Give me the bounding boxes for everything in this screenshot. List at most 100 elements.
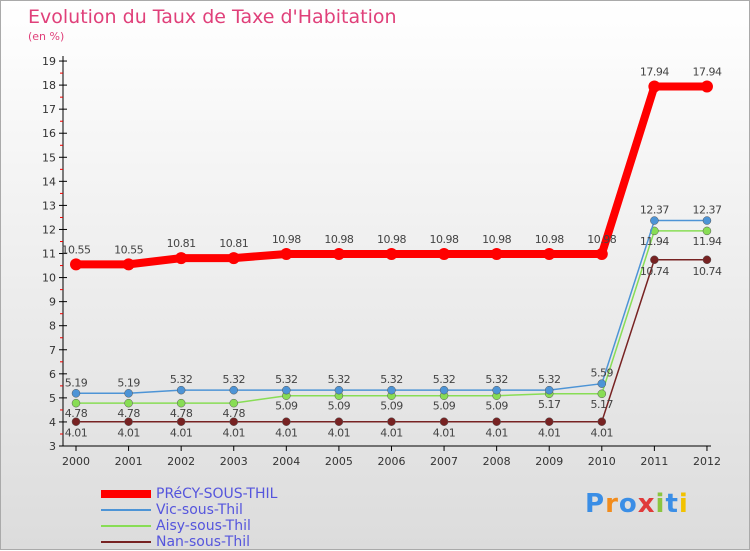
data-point bbox=[124, 398, 133, 408]
data-point bbox=[334, 385, 344, 395]
logo-letter: r bbox=[605, 489, 619, 519]
data-label: 4.78 bbox=[222, 407, 245, 420]
x-tick-label: 2011 bbox=[640, 455, 668, 468]
x-tick-label: 2012 bbox=[693, 455, 721, 468]
data-label: 4.01 bbox=[170, 427, 193, 440]
data-point bbox=[595, 248, 608, 261]
data-label: 10.98 bbox=[272, 233, 301, 246]
logo-letter: i bbox=[655, 489, 666, 519]
logo-letter: x bbox=[637, 489, 656, 519]
data-point bbox=[439, 417, 449, 426]
y-tick-label: 4 bbox=[49, 416, 56, 429]
data-label: 10.74 bbox=[692, 265, 721, 278]
data-label: 5.32 bbox=[170, 373, 193, 386]
y-tick-label: 8 bbox=[49, 320, 56, 333]
data-point bbox=[702, 226, 712, 236]
data-point bbox=[438, 248, 451, 261]
y-tick-label: 15 bbox=[42, 151, 56, 164]
data-point bbox=[387, 385, 396, 395]
legend-swatch bbox=[101, 541, 151, 543]
y-tick-label: 18 bbox=[42, 79, 56, 92]
logo-letter: i bbox=[678, 489, 689, 519]
data-point bbox=[650, 255, 659, 265]
y-tick-label: 9 bbox=[49, 296, 56, 309]
data-point bbox=[597, 379, 607, 388]
y-tick-label: 19 bbox=[42, 55, 56, 68]
data-label: 4.01 bbox=[485, 427, 508, 440]
chart-title: Evolution du Taux de Taxe d'Habitation bbox=[28, 6, 397, 28]
data-point bbox=[282, 385, 291, 395]
logo-letter: o bbox=[618, 489, 638, 519]
legend-swatch bbox=[101, 490, 151, 498]
data-label: 4.01 bbox=[275, 427, 298, 440]
data-label: 4.01 bbox=[591, 427, 614, 440]
y-tick-label: 3 bbox=[49, 440, 56, 453]
data-label: 4.01 bbox=[538, 427, 561, 440]
data-label: 10.55 bbox=[62, 243, 91, 256]
data-point bbox=[334, 417, 344, 426]
y-tick-label: 6 bbox=[49, 368, 56, 381]
data-point bbox=[229, 398, 238, 408]
y-tick-label: 13 bbox=[42, 199, 56, 212]
data-label: 4.01 bbox=[328, 427, 351, 440]
data-label: 5.32 bbox=[538, 373, 561, 386]
legend-swatch bbox=[101, 509, 151, 511]
data-point bbox=[702, 216, 712, 225]
data-label: 4.01 bbox=[222, 427, 245, 440]
data-label: 5.09 bbox=[275, 400, 298, 413]
data-point bbox=[282, 417, 291, 426]
data-point bbox=[122, 258, 135, 271]
data-label: 5.32 bbox=[433, 373, 456, 386]
data-point bbox=[648, 80, 661, 93]
data-label: 10.98 bbox=[535, 233, 564, 246]
data-label: 4.01 bbox=[65, 427, 88, 440]
data-point bbox=[176, 385, 186, 395]
data-label: 4.01 bbox=[117, 427, 140, 440]
data-label: 12.37 bbox=[640, 204, 669, 217]
data-label: 10.81 bbox=[219, 237, 248, 250]
data-label: 5.09 bbox=[380, 400, 403, 413]
data-point bbox=[176, 417, 186, 426]
x-tick-label: 2008 bbox=[483, 455, 511, 468]
data-label: 10.98 bbox=[482, 233, 511, 246]
legend-label: Vic-sous-Thil bbox=[156, 502, 243, 518]
legend-label: Aisy-sous-Thil bbox=[156, 518, 251, 534]
data-label: 5.09 bbox=[328, 400, 351, 413]
data-label: 10.55 bbox=[114, 243, 143, 256]
y-tick-label: 14 bbox=[42, 175, 56, 188]
x-tick-label: 2002 bbox=[167, 455, 195, 468]
data-point bbox=[439, 385, 449, 395]
data-point bbox=[700, 80, 713, 93]
data-label: 10.74 bbox=[640, 265, 669, 278]
data-label: 10.98 bbox=[430, 233, 459, 246]
data-label: 17.94 bbox=[692, 66, 721, 79]
data-point bbox=[70, 258, 82, 271]
y-tick-label: 11 bbox=[42, 248, 56, 261]
data-label: 17.94 bbox=[640, 66, 669, 79]
legend-label: Nan-sous-Thil bbox=[156, 534, 250, 550]
data-point bbox=[124, 389, 133, 398]
x-tick-label: 2007 bbox=[430, 455, 458, 468]
data-point bbox=[543, 248, 556, 261]
data-point bbox=[229, 385, 238, 395]
y-tick-label: 5 bbox=[49, 392, 56, 405]
logo-letter: t bbox=[665, 489, 679, 519]
x-tick-label: 2001 bbox=[115, 455, 143, 468]
x-tick-label: 2006 bbox=[377, 455, 405, 468]
x-tick-label: 2004 bbox=[272, 455, 300, 468]
data-point bbox=[71, 417, 81, 426]
data-label: 5.32 bbox=[275, 373, 298, 386]
data-point bbox=[544, 385, 554, 395]
data-label: 5.59 bbox=[591, 367, 614, 380]
y-tick-label: 12 bbox=[42, 223, 56, 236]
data-label: 12.37 bbox=[692, 204, 721, 217]
data-label: 10.98 bbox=[587, 233, 616, 246]
data-label: 5.09 bbox=[485, 400, 508, 413]
data-label: 4.01 bbox=[380, 427, 403, 440]
data-label: 5.32 bbox=[485, 373, 508, 386]
y-tick-label: 7 bbox=[49, 344, 56, 357]
data-point bbox=[387, 417, 396, 426]
x-tick-label: 2000 bbox=[62, 455, 90, 468]
data-label: 5.17 bbox=[591, 398, 614, 411]
